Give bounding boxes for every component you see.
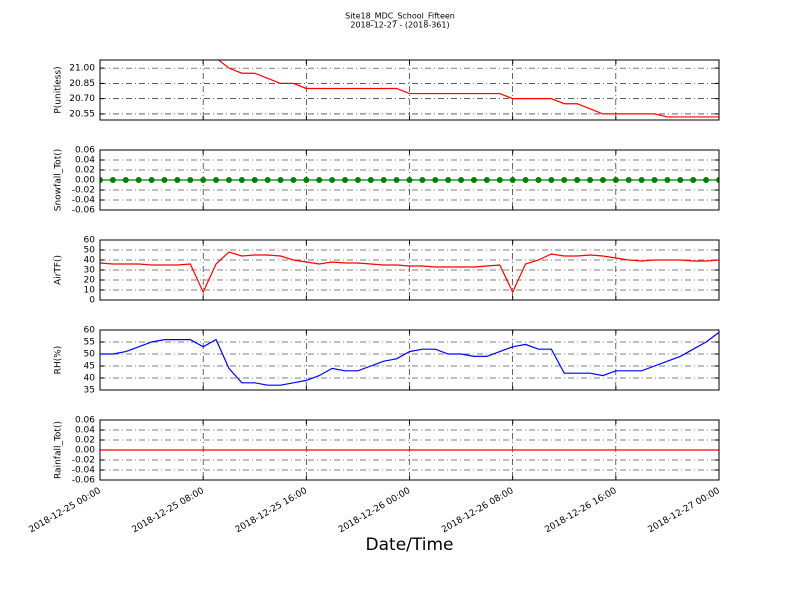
marker xyxy=(290,177,297,183)
chart-title: Site18_MDC_School_Fifteen xyxy=(345,12,455,21)
y-tick-label: 20.70 xyxy=(69,94,95,104)
plot-frame xyxy=(99,329,720,391)
marker xyxy=(342,177,349,183)
marker xyxy=(316,177,323,183)
marker xyxy=(496,177,503,183)
marker xyxy=(174,177,181,183)
y-tick-label: 0.04 xyxy=(75,156,95,166)
marker xyxy=(380,177,387,183)
y-tick-label: 0.00 xyxy=(75,176,95,186)
marker xyxy=(238,177,245,183)
y-tick-label: 45 xyxy=(84,362,95,372)
y-tick-label: -0.06 xyxy=(72,476,96,486)
marker xyxy=(574,177,581,183)
y-tick-label: -0.06 xyxy=(72,206,96,216)
marker xyxy=(277,177,284,183)
y-tick-label: 0.06 xyxy=(75,146,95,156)
y-tick-label: 0 xyxy=(89,296,95,306)
marker xyxy=(251,177,258,183)
y-tick-label: -0.04 xyxy=(72,466,96,476)
marker xyxy=(625,177,632,183)
marker xyxy=(664,177,671,183)
y-tick-label: -0.04 xyxy=(72,196,96,206)
y-tick-label: 10 xyxy=(84,286,96,296)
marker xyxy=(432,177,439,183)
marker xyxy=(367,177,374,183)
marker xyxy=(690,177,697,183)
y-axis-label: Snowfall_Tot() xyxy=(54,149,64,212)
chart-subtitle: 2018-12-27 - (2018-361) xyxy=(350,21,449,30)
marker xyxy=(599,177,606,183)
y-tick-label: 20.85 xyxy=(69,79,95,89)
marker xyxy=(225,177,232,183)
marker xyxy=(213,177,220,183)
marker xyxy=(406,177,413,183)
marker xyxy=(200,177,207,183)
y-tick-label: -0.02 xyxy=(72,186,95,196)
marker xyxy=(651,177,658,183)
y-axis-label: AirTF() xyxy=(54,255,64,285)
marker xyxy=(458,177,465,183)
y-tick-label: 50 xyxy=(84,350,96,360)
marker xyxy=(393,177,400,183)
marker xyxy=(483,177,490,183)
marker xyxy=(122,177,129,183)
y-tick-label: 60 xyxy=(84,326,96,336)
y-axis-label: P(unitless) xyxy=(54,66,64,113)
marker xyxy=(187,177,194,183)
marker xyxy=(561,177,568,183)
y-tick-label: 60 xyxy=(84,236,96,246)
y-tick-label: 55 xyxy=(84,338,95,348)
marker xyxy=(354,177,361,183)
y-tick-label: 21.00 xyxy=(69,64,95,74)
series-line xyxy=(100,251,719,294)
y-tick-label: 30 xyxy=(84,266,96,276)
y-tick-label: 20.55 xyxy=(69,109,95,119)
y-tick-label: 0.04 xyxy=(75,426,95,436)
marker xyxy=(161,177,168,183)
marker xyxy=(587,177,594,183)
y-tick-label: 35 xyxy=(84,386,95,396)
y-tick-label: -0.02 xyxy=(72,456,95,466)
y-tick-label: 0.02 xyxy=(75,436,95,446)
plot-frame xyxy=(99,419,720,481)
marker xyxy=(445,177,452,183)
plot-frame xyxy=(99,59,720,121)
marker xyxy=(303,177,310,183)
y-axis-label: RH(%) xyxy=(54,346,64,375)
marker xyxy=(109,177,116,183)
marker xyxy=(535,177,542,183)
x-axis-label: Date/Time xyxy=(366,535,454,555)
series-line xyxy=(217,60,719,118)
plot-frame xyxy=(99,149,720,211)
y-tick-label: 0.02 xyxy=(75,166,95,176)
marker xyxy=(612,177,619,183)
plot-frame xyxy=(99,239,720,301)
marker xyxy=(716,177,719,183)
y-tick-label: 40 xyxy=(84,256,96,266)
marker xyxy=(677,177,684,183)
y-tick-label: 0.00 xyxy=(75,446,95,456)
marker xyxy=(264,177,271,183)
marker xyxy=(419,177,426,183)
y-axis-label: Rainfall_Tot() xyxy=(54,421,64,479)
marker xyxy=(522,177,529,183)
series-line xyxy=(100,331,719,386)
marker xyxy=(509,177,516,183)
y-tick-label: 50 xyxy=(84,246,96,256)
marker xyxy=(329,177,336,183)
marker xyxy=(548,177,555,183)
marker xyxy=(470,177,477,183)
marker xyxy=(638,177,645,183)
marker xyxy=(135,177,142,183)
y-tick-label: 20 xyxy=(84,276,96,286)
marker xyxy=(148,177,155,183)
y-tick-label: 40 xyxy=(84,374,96,384)
y-tick-label: 0.06 xyxy=(75,416,95,426)
marker xyxy=(703,177,710,183)
marker xyxy=(100,177,103,183)
